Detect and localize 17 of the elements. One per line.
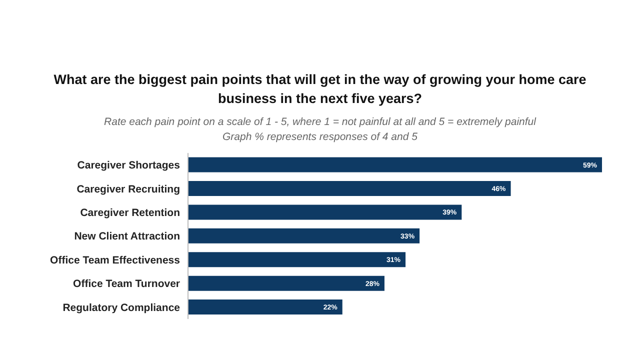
y-tick-label: New Client Attraction <box>74 230 180 243</box>
y-tick-label: Caregiver Recruiting <box>76 183 180 196</box>
y-tick-label: Office Team Effectiveness <box>50 254 180 266</box>
y-tick-label: Caregiver Retention <box>80 207 180 220</box>
text: Graph % represents responses of 4 and 5 <box>222 131 418 143</box>
y-tick-label: Regulatory Compliance <box>62 302 180 314</box>
chart-title: What are the biggest pain points that will get in the way of growing your home care business in the next five years? <box>52 71 588 108</box>
bar <box>188 157 602 172</box>
y-tick-label: Office Team Turnover <box>73 278 180 290</box>
bar <box>188 180 511 196</box>
bar <box>188 276 384 291</box>
y-tick-label: Caregiver Shortages <box>77 160 180 172</box>
bar <box>188 204 462 220</box>
bar <box>188 228 420 244</box>
bar <box>188 300 342 315</box>
bar <box>188 252 406 268</box>
chart-subtitle: Rate each pain point on a scale of 1 - 5, where 1 = not painful at all and 5 = extremely painful <box>103 116 538 128</box>
